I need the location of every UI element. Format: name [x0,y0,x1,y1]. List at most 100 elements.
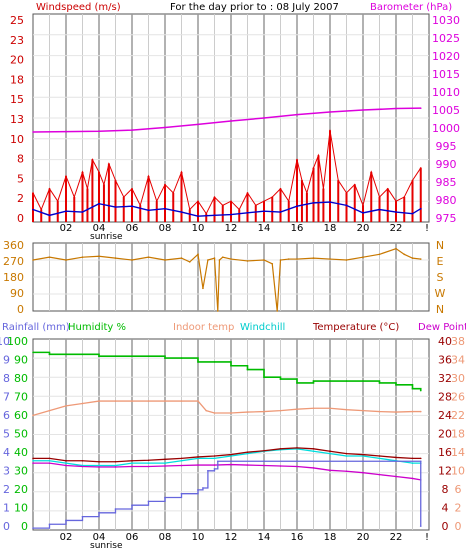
wind-average-line-point [263,210,265,212]
y-tick-label: 34 [451,354,465,367]
wind-direction-line-point [279,259,282,261]
indoor-temp-line-point [98,400,100,402]
wind-gust-line-point [329,129,331,132]
wind-average-line-point [81,211,84,213]
humidity-line-point [65,353,67,356]
y-tick-label: 25 [10,14,24,27]
indoor-temp-line-point [180,400,183,402]
wind-direction-line-point [246,260,249,262]
rainfall-mm-line-point [180,492,183,495]
humidity-line-point [279,378,282,380]
y-tick-label: 14 [451,446,465,459]
x-tick-label: 10 [192,223,205,234]
y-tick-label: 270 [3,255,24,268]
wind-gust-line-point [180,171,183,173]
temperature-c-line-point [48,457,51,460]
temperature-c-line-point [230,453,232,456]
wind-direction-line-point [81,256,84,258]
wind-direction-line-point [207,259,209,261]
wind-gust-line-point [271,196,274,198]
rainfall-mm-line-point [217,460,219,463]
y-tick-label: 22 [451,409,465,422]
humidity-line-point [48,353,51,356]
barometer-line-point [362,109,364,111]
wind-gust-line-point [254,204,257,207]
temperature-c-line-point [147,459,150,462]
y-tick-label: 40 [14,446,28,459]
y-tick-label: N [436,239,444,252]
y-tick-label: 0 [3,520,10,533]
dew-point-line-point [197,464,199,466]
wind-average-line-point [411,212,414,215]
indoor-temp-line-point [411,410,414,413]
wind-gust-line-point [205,212,208,215]
sunrise-label-top: sunrise [90,232,123,242]
temperature-c-line-point [81,459,84,462]
y-tick-label: W [435,287,446,300]
x-tick-label: 12 [225,223,238,234]
y-tick-label: N [436,303,444,316]
y-tick-label: 23 [10,34,24,47]
y-tick-label: 1010 [432,86,460,99]
wind-average-line-point [230,213,232,216]
humidity-line-point [419,389,422,392]
temperature-c-line-point [131,459,133,462]
dew-point-legend: Dew Point [418,322,466,333]
x-tick-label: 08 [159,223,172,234]
y-tick-label: 70 [14,391,28,404]
temperature-x-ticks: 02 04 06 08 10 12 14 16 18 20 22! [60,532,429,543]
humidity-line-point [114,355,117,357]
wind-direction-line-point [287,258,290,260]
y-tick-label: 1015 [432,68,460,81]
wind-gust-line-point [147,175,150,178]
wind-direction-line-point [419,258,422,260]
wind-average-line-point [296,205,298,207]
sunrise-label-bottom: sunrise [90,541,123,551]
y-tick-label: 995 [436,140,457,153]
wind-direction-line-point [131,259,133,261]
wind-gust-line-point [370,171,373,173]
barometer-line-point [419,107,422,109]
wind-direction-line-point [312,257,315,259]
humidity-line-point [246,368,249,371]
wind-direction-line-point [180,257,183,259]
temperature-c-line-point [329,450,331,453]
y-tick-label: 60 [14,409,28,422]
x-tick-label: 04 [93,223,106,234]
wind-gust-line-point [246,192,249,194]
wind-gust-line-point [172,192,175,194]
wind-gust-line-point [213,196,216,198]
temperature-c-line-point [312,448,315,450]
y-tick-label: E [437,255,444,268]
x-tick-label: 20 [357,532,370,543]
dew-point-line-point [395,475,397,478]
dew-point-line-point [164,465,166,467]
wind-direction-line-point [395,247,397,250]
temperature-c-line-point [378,455,381,457]
y-tick-label: 10 [0,335,10,348]
y-tick-label: 8 [3,372,10,385]
y-tick-label: S [437,271,444,284]
dew-point-line-point [345,470,348,473]
dew-point-line-point [213,464,216,466]
wind-direction-line-point [403,253,406,256]
y-tick-label: 1030 [432,14,460,27]
y-tick-label: 38 [451,335,465,348]
indoor-temp-line-point [147,400,150,402]
y-tick-label: 24 [438,409,452,422]
indoor-temp-line-point [395,411,397,413]
x-tick-label: 06 [126,223,139,234]
barometer-line-point [395,107,397,110]
wind-gust-line-point [306,192,308,194]
wind-gust-line-point [155,200,158,202]
dew-point-line-point [246,464,249,466]
y-tick-label: 16 [438,446,452,459]
dew-point-line-point [180,464,183,467]
wind-direction-line-point [48,256,51,258]
indoor-temp-line-point [65,405,67,407]
wind-gust-line-point [91,158,94,161]
y-tick-label: 40 [438,335,452,348]
y-tick-label: 100 [7,335,28,348]
x-tick-label: 06 [126,532,139,543]
